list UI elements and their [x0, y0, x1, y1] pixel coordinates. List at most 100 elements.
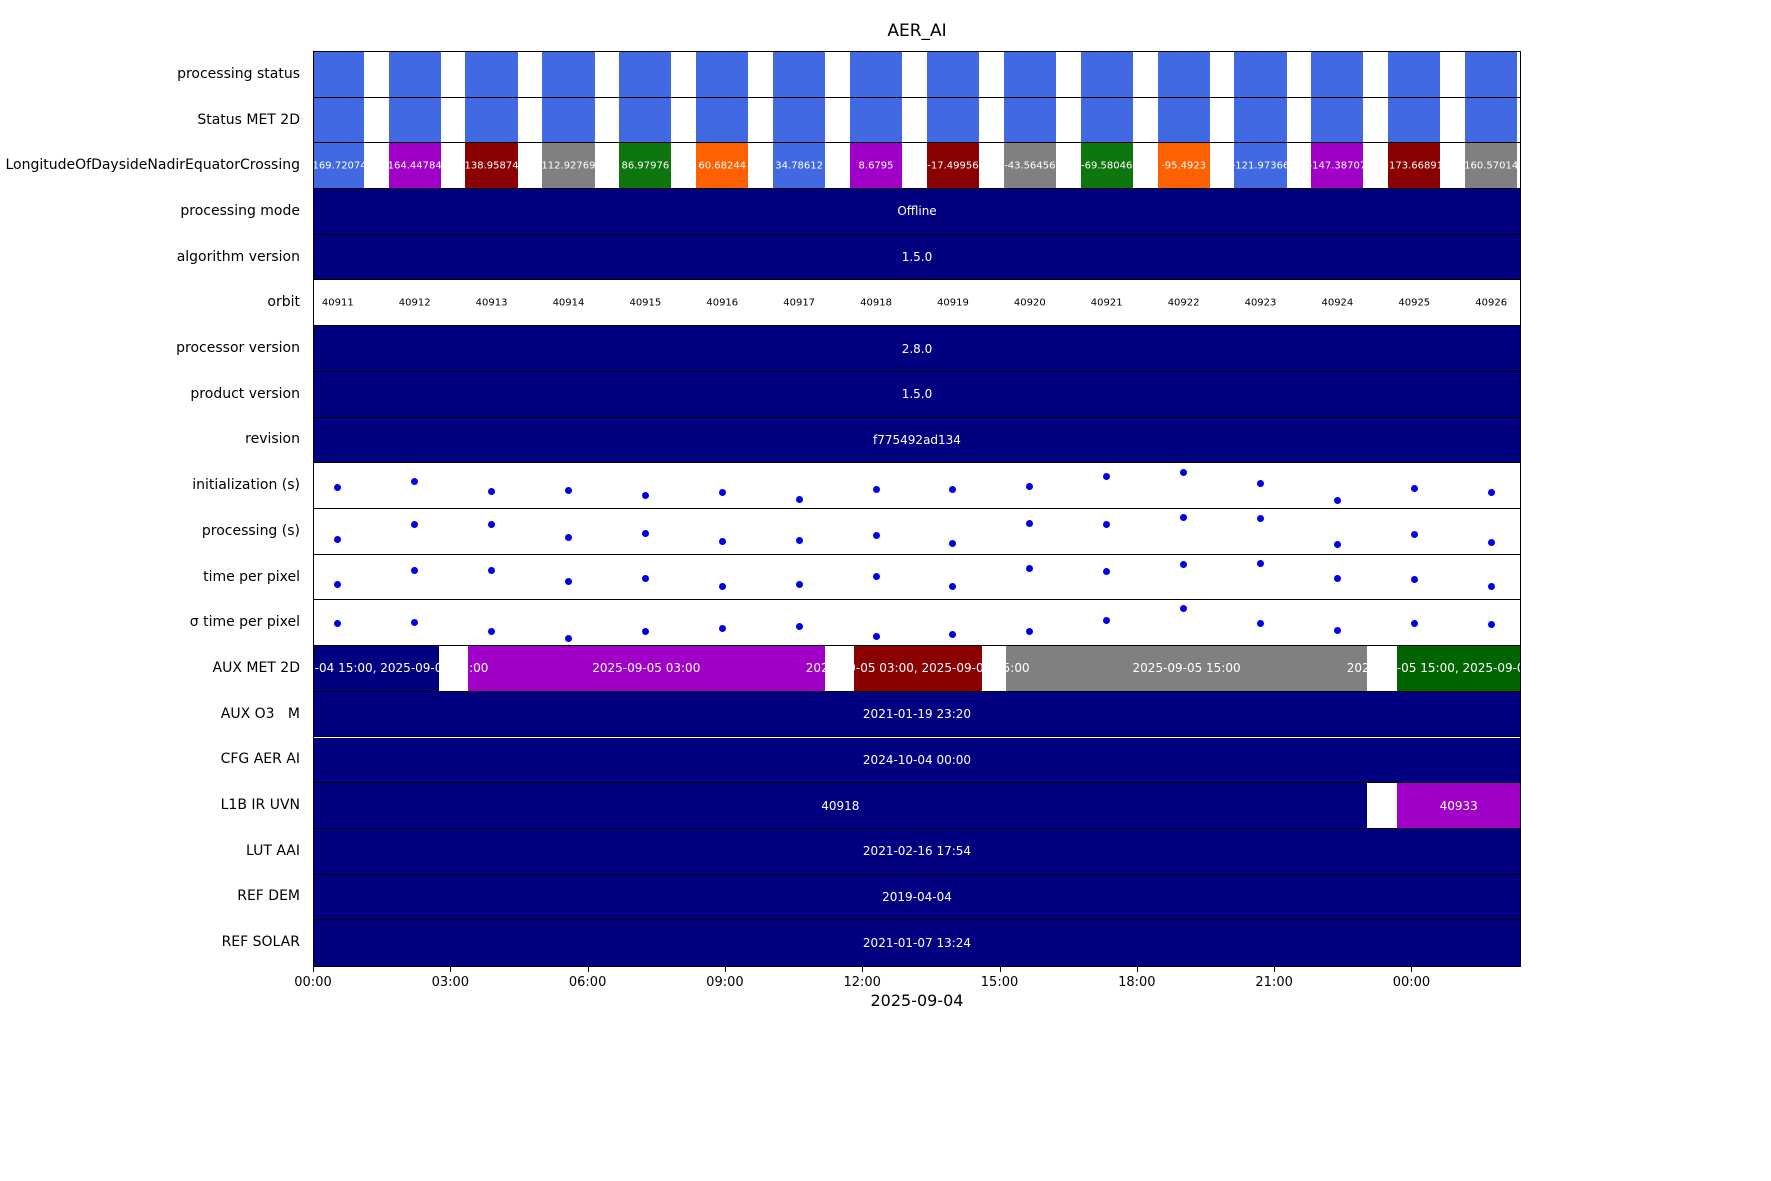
block-label: -169.72074: [313, 160, 367, 172]
orbit-block: [926, 97, 979, 143]
row-label-aux-o3-m: AUX O3 M: [220, 705, 300, 722]
orbit-block: [696, 52, 749, 97]
data-point: [949, 486, 957, 494]
orbit-block: [619, 52, 672, 97]
orbit-block: [926, 52, 979, 97]
row-label-product-version: product version: [190, 385, 300, 402]
data-point: [1333, 626, 1341, 634]
data-point: [1256, 479, 1264, 487]
data-point: [1103, 521, 1111, 529]
data-point: [718, 538, 726, 546]
orbit-block: [1157, 143, 1210, 189]
data-point: [1180, 514, 1188, 522]
segment: [467, 646, 825, 691]
x-tick-label: 03:00: [431, 975, 470, 990]
orbit-block: [1234, 143, 1287, 189]
x-axis: 00:00 03:00 06:00 09:00 12:00 15:00 18:00 21:00…: [294, 967, 1521, 997]
orbit-block: [619, 143, 672, 189]
data-point: [872, 573, 880, 581]
x-tick-label: 15:00: [980, 975, 1019, 990]
row-label-aux-met-2d: AUX MET 2D: [212, 659, 300, 676]
block-label: -17.49956: [927, 160, 979, 172]
orbit-number: 40921: [1090, 297, 1123, 309]
row-label-revision: revision: [245, 431, 300, 448]
segment: [314, 783, 1367, 828]
data-point: [1103, 473, 1111, 481]
data-point: [795, 623, 803, 631]
block-label: 60.68244: [698, 160, 747, 172]
row-label-l1b-ir-uvn: L1B IR UVN: [220, 797, 300, 814]
x-tick-mark: [724, 967, 726, 972]
data-point: [564, 635, 572, 643]
data-point: [872, 633, 880, 641]
segment: [314, 646, 439, 691]
data-point: [1410, 576, 1418, 584]
orbit-block: [773, 52, 826, 97]
orbit-block: [1311, 143, 1364, 189]
value-revision: f775492ad134: [873, 432, 961, 447]
data-point: [411, 478, 419, 486]
data-point: [1487, 621, 1495, 629]
x-tick-label: 18:00: [1118, 975, 1156, 990]
row-processing-mode: Offline: [314, 189, 1520, 235]
row-aux-o3-m: 2021-01-19 23:20: [314, 691, 1520, 738]
block-label: -147.38707: [1308, 160, 1367, 172]
row-label-processing-mode: processing mode: [180, 202, 300, 219]
row-label-ref-dem: REF DEM: [237, 888, 300, 905]
value-ref-solar: 2021-01-07 13:24: [862, 936, 972, 951]
data-point: [1256, 619, 1264, 627]
row-label-initialization-s: initialization (s): [192, 477, 300, 494]
orbit-block: [1311, 97, 1364, 143]
data-point: [718, 624, 726, 632]
block-label: 8.6795: [858, 160, 894, 172]
row-processing-s: [314, 509, 1520, 555]
orbit-block: [1388, 143, 1441, 189]
x-tick-mark: [450, 967, 452, 972]
data-point: [334, 620, 342, 628]
row-product-version: 1.5.0: [314, 371, 1520, 418]
data-point: [1487, 583, 1495, 591]
row-label-longitudeofdaysidenadirequatorcrossing: LongitudeOfDaysideNadirEquatorCrossing: [5, 157, 300, 174]
orbit-number: 40914: [552, 297, 585, 309]
orbit-block: [1234, 97, 1287, 143]
segment-label: 2025-09-05 15:00: [1132, 661, 1241, 676]
row-label-algorithm-version: algorithm version: [176, 248, 300, 265]
orbit-block: [1003, 52, 1056, 97]
data-point: [564, 533, 572, 541]
data-point: [949, 539, 957, 547]
orbit-block: [1388, 97, 1441, 143]
block-label: -69.58046: [1081, 160, 1133, 172]
x-tick-label: 12:00: [843, 975, 881, 990]
block-label: 112.92769: [541, 160, 596, 172]
block-label: 34.78612: [775, 160, 823, 172]
row-ref-solar: 2021-01-07 13:24: [314, 920, 1520, 966]
orbit-block: [542, 143, 595, 189]
orbit-block: [1465, 143, 1518, 189]
data-point: [1333, 574, 1341, 582]
orbit-block: [314, 97, 364, 143]
x-tick-label: 00:00: [294, 975, 332, 990]
data-point: [488, 628, 496, 636]
segment: [1397, 783, 1520, 828]
data-point: [1410, 619, 1418, 627]
orbit-number: 40911: [321, 297, 354, 309]
chart-title: AER_AI: [887, 21, 947, 41]
data-point: [1180, 604, 1188, 612]
orbit-number: 40917: [783, 297, 816, 309]
x-tick-mark: [1274, 967, 1276, 972]
block-label: -95.4923: [1161, 160, 1207, 172]
data-point: [1256, 514, 1264, 522]
data-point: [334, 483, 342, 491]
data-point: [564, 486, 572, 494]
row-ref-dem: 2019-04-04: [314, 874, 1520, 921]
row-processor-version: 2.8.0: [314, 326, 1520, 372]
orbit-number: 40912: [398, 297, 431, 309]
data-point: [641, 574, 649, 582]
orbit-block: [1157, 52, 1210, 97]
row-label-cfg-aer-ai: CFG AER AI: [220, 751, 300, 768]
data-point: [1410, 484, 1418, 492]
data-point: [334, 580, 342, 588]
data-point: [1487, 489, 1495, 497]
row-label-status-met-2d: Status MET 2D: [197, 111, 300, 128]
orbit-block: [773, 97, 826, 143]
